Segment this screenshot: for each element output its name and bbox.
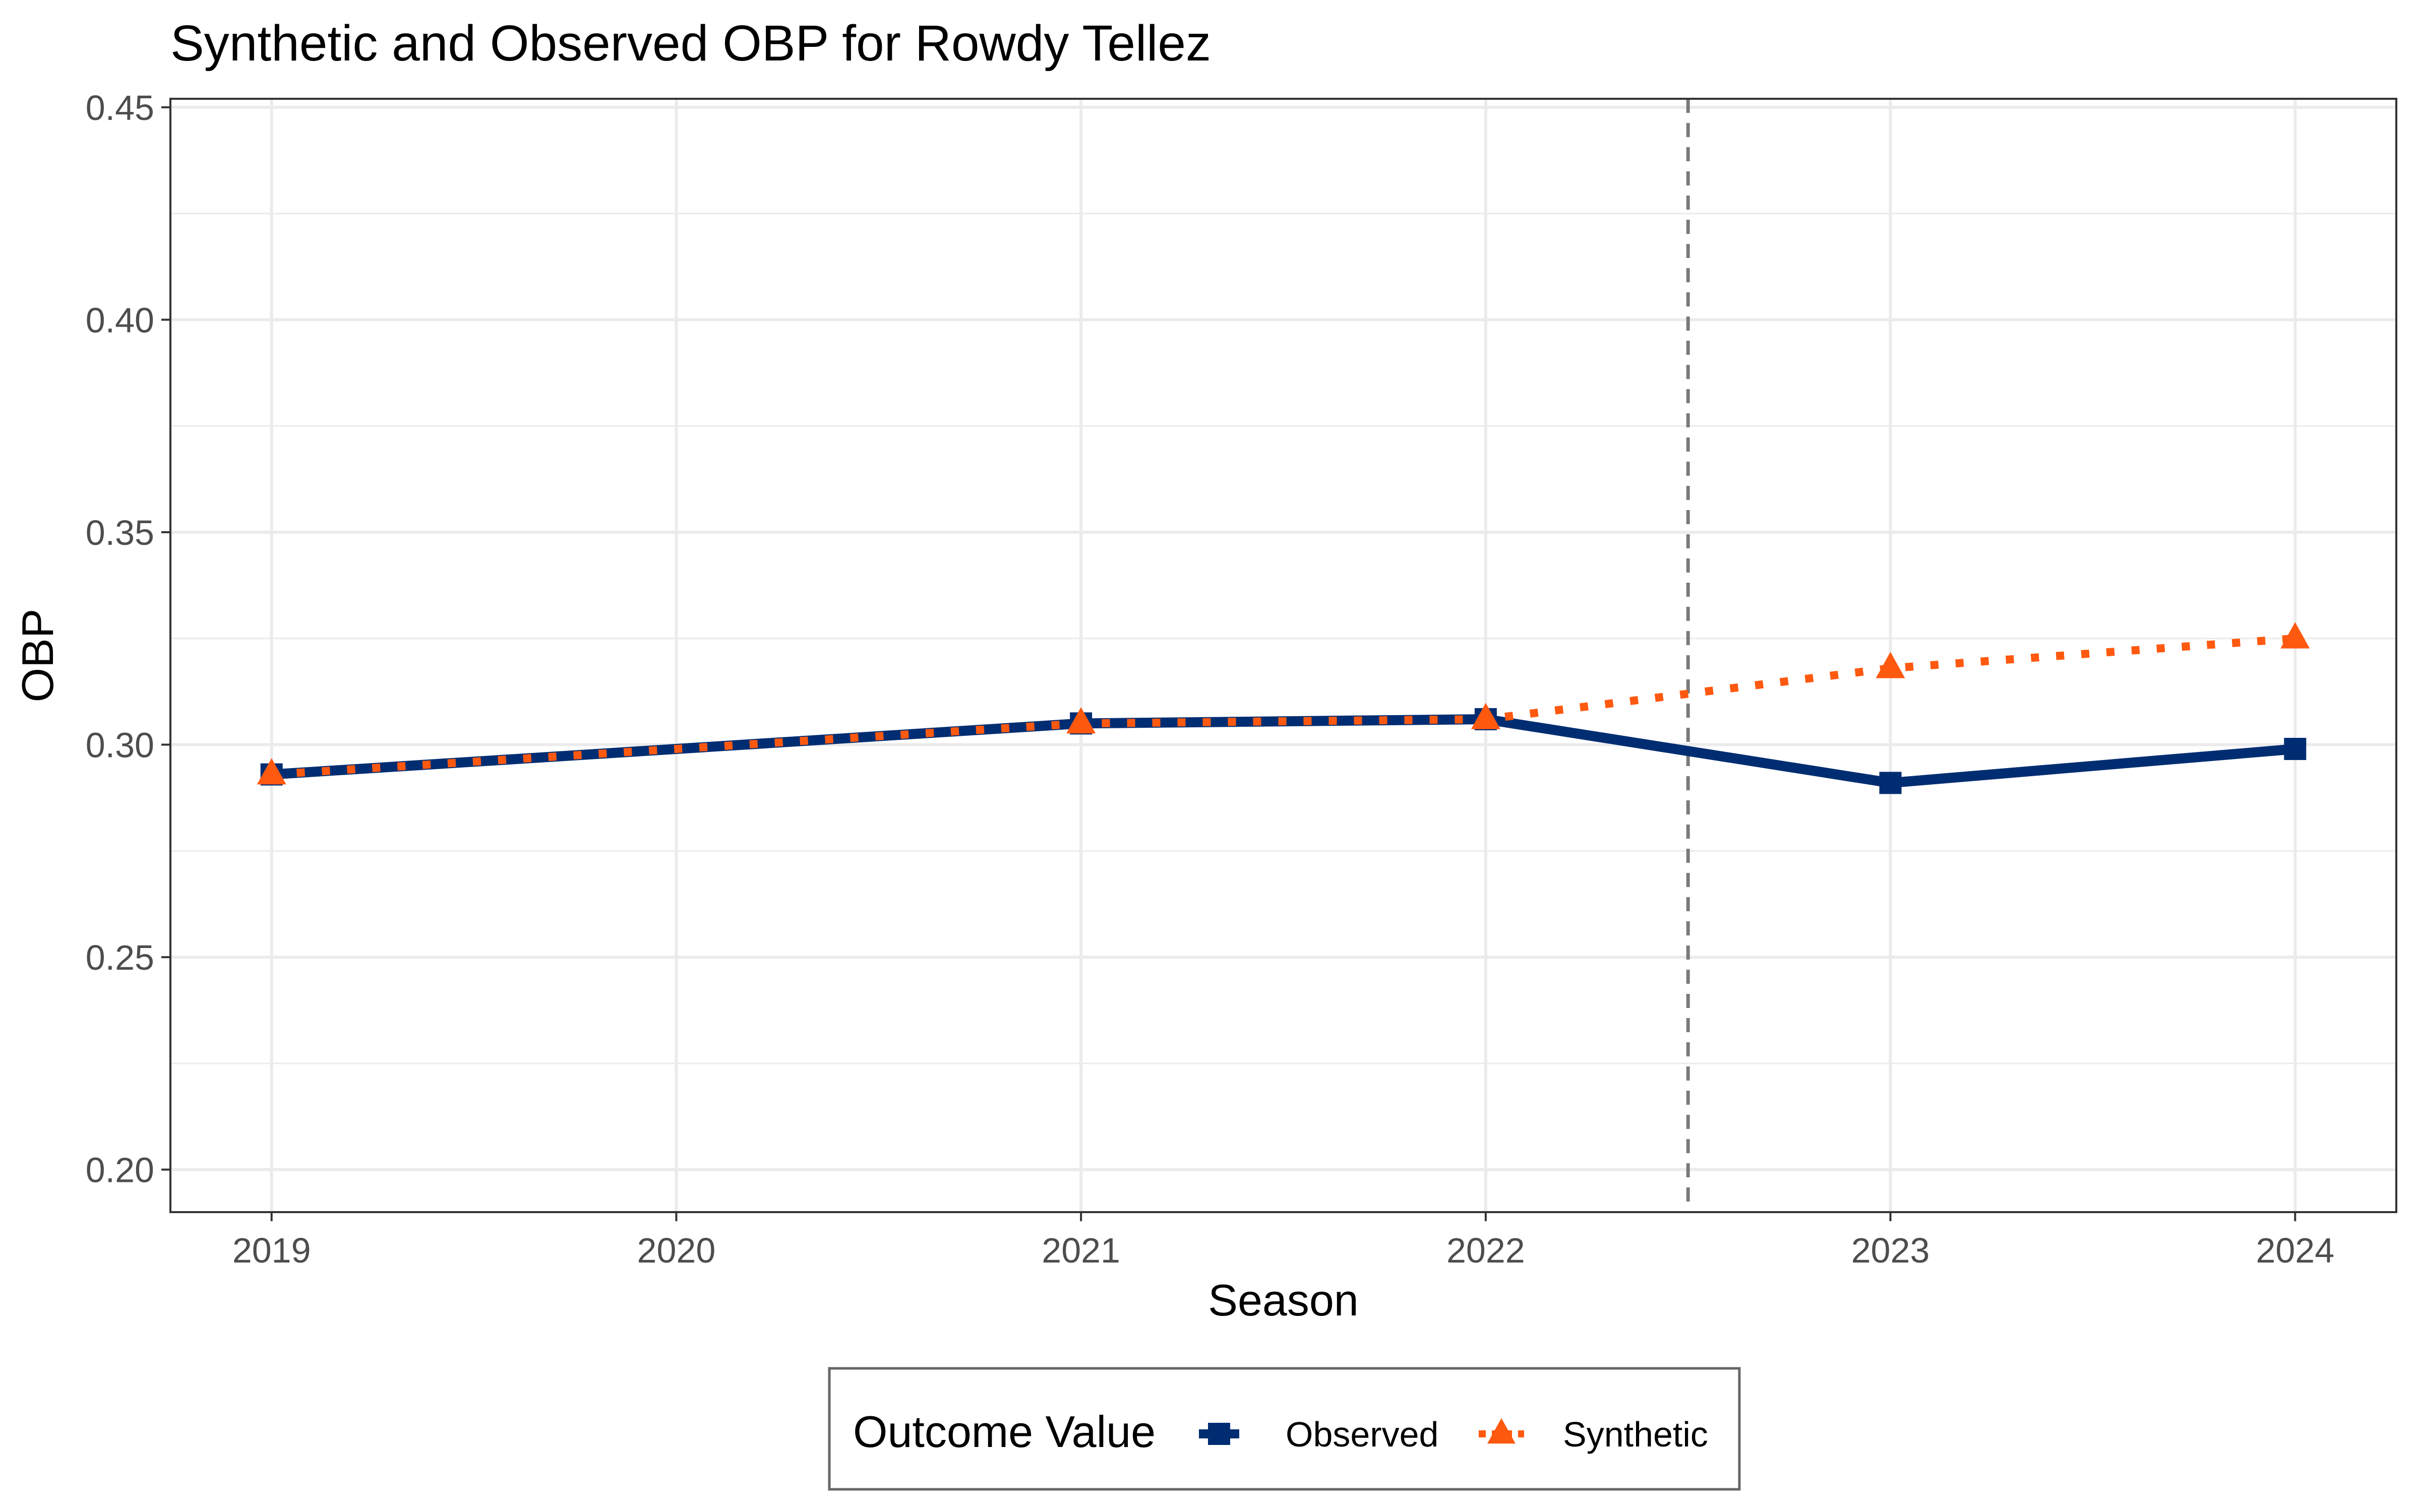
legend-title: Outcome Value xyxy=(853,1407,1156,1457)
legend: Outcome Value Observed Synthetic xyxy=(828,1367,1741,1491)
synthetic-point xyxy=(257,758,286,785)
y-tick-label: 0.45 xyxy=(86,88,154,128)
synthetic-point xyxy=(2280,622,2310,649)
legend-marker-synthetic xyxy=(1487,1418,1516,1444)
x-tick-label: 2021 xyxy=(1042,1231,1120,1270)
y-tick-label: 0.30 xyxy=(86,726,154,765)
x-axis-title: Season xyxy=(1208,1275,1358,1325)
plot-border xyxy=(169,98,2397,1213)
legend-box xyxy=(828,1367,1741,1491)
x-tick-label: 2019 xyxy=(232,1231,311,1270)
legend-label-observed: Observed xyxy=(1286,1415,1438,1454)
y-tick-label: 0.25 xyxy=(86,938,154,977)
x-tick-label: 2024 xyxy=(2256,1231,2334,1270)
x-tick-label: 2022 xyxy=(1446,1231,1525,1270)
y-tick-label: 0.20 xyxy=(86,1151,154,1190)
x-tick-label: 2023 xyxy=(1851,1231,1930,1270)
legend-label-synthetic: Synthetic xyxy=(1563,1415,1708,1454)
observed-point xyxy=(2284,737,2307,760)
synthetic-point xyxy=(1066,707,1096,734)
chart-title: Synthetic and Observed OBP for Rowdy Tel… xyxy=(170,15,1211,72)
plot-area: 0.20 0.25 0.30 0.35 0.40 0.45 2019 2020 2021 2022… xyxy=(86,88,2397,1270)
legend-marker-observed xyxy=(1208,1423,1230,1445)
synthetic-point xyxy=(1471,703,1500,729)
x-tick-label: 2020 xyxy=(637,1231,716,1270)
y-axis-title: OBP xyxy=(13,609,63,703)
y-tick-label: 0.40 xyxy=(86,300,154,340)
observed-point xyxy=(1879,772,1902,794)
y-tick-label: 0.35 xyxy=(86,513,154,552)
plot-background xyxy=(170,99,2396,1212)
synthetic-point xyxy=(1876,652,1905,678)
